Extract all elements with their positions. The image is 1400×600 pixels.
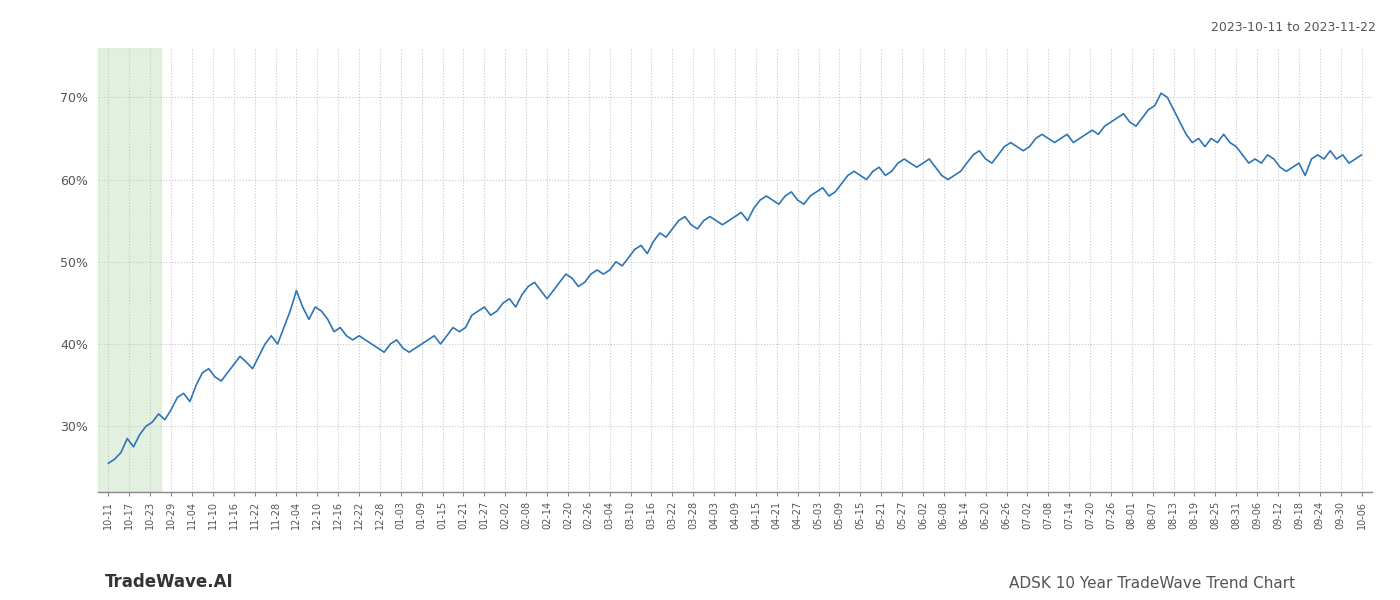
Text: ADSK 10 Year TradeWave Trend Chart: ADSK 10 Year TradeWave Trend Chart — [1009, 576, 1295, 591]
Bar — [98, 48, 161, 492]
Text: 2023-10-11 to 2023-11-22: 2023-10-11 to 2023-11-22 — [1211, 21, 1376, 34]
Text: TradeWave.AI: TradeWave.AI — [105, 573, 234, 591]
